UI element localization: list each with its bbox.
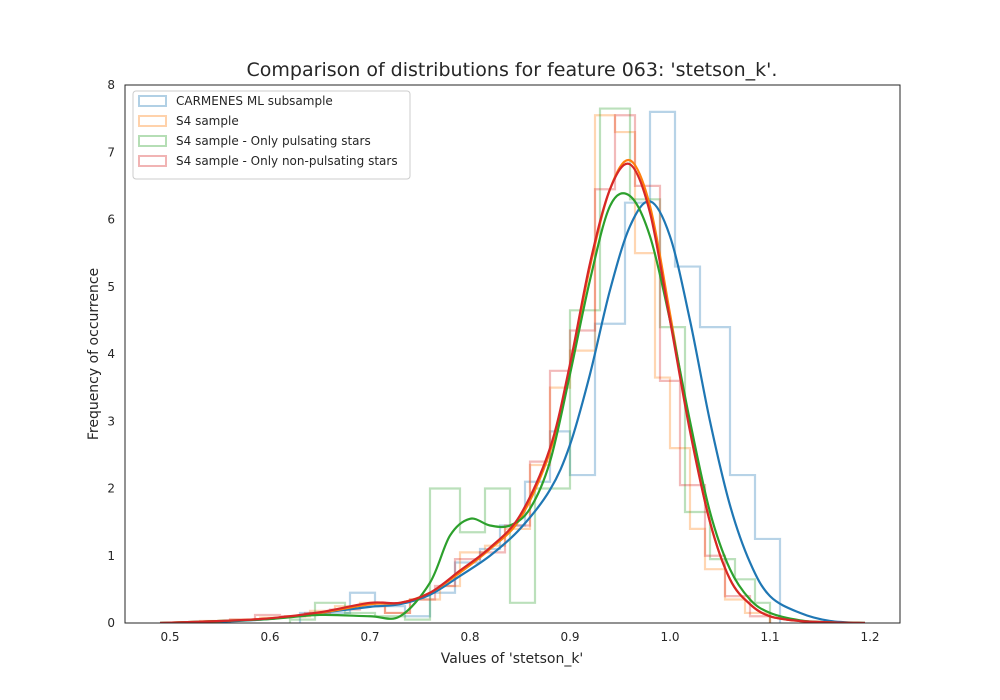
y-tick-label: 0 — [107, 616, 115, 630]
legend-swatch — [138, 135, 167, 147]
kde-curve-s4-sample-only-pulsating-stars — [159, 192, 866, 623]
y-tick: 8 — [107, 78, 115, 92]
legend-swatch — [138, 115, 167, 127]
legend-box — [132, 90, 411, 180]
kde-curve-carmenes-ml-subsample — [159, 200, 866, 623]
x-tick-label: 0.9 — [560, 630, 579, 644]
legend-item-carmenes-ml-subsample: CARMENES ML subsample — [138, 94, 333, 108]
legend-label: CARMENES ML subsample — [176, 94, 333, 108]
x-tick-label: 1.0 — [660, 630, 679, 644]
legend: CARMENES ML subsample S4 sample S4 sample … — [132, 90, 411, 180]
histogram-carmenes-ml-subsample — [298, 110, 782, 623]
y-tick-label: 7 — [107, 145, 115, 159]
y-tick: 0 — [107, 616, 115, 630]
kde-curve-s4-sample-only-non-pulsating-stars — [159, 162, 866, 623]
y-axis-label: Frequency of occurrence — [86, 268, 102, 440]
x-axis: 0.5 0.6 0.7 0.8 0.9 1.0 1.1 1.2 — [160, 630, 879, 644]
x-tick-label: 0.8 — [460, 630, 479, 644]
legend-label: S4 sample - Only non-pulsating stars — [176, 154, 398, 168]
y-tick-label: 6 — [107, 213, 115, 227]
chart-title: Comparison of distributions for feature … — [247, 59, 778, 81]
legend-label: S4 sample — [176, 114, 239, 128]
y-tick: 7 — [107, 145, 115, 159]
legend-item-s4-sample-only-pulsating-stars: S4 sample - Only pulsating stars — [138, 134, 371, 148]
x-tick-label: 0.7 — [360, 630, 379, 644]
y-tick-label: 3 — [107, 414, 115, 428]
x-tick-label: 1.2 — [860, 630, 879, 644]
y-tick-label: 5 — [107, 280, 115, 294]
legend-swatch — [138, 155, 167, 167]
y-tick-label: 8 — [107, 78, 115, 92]
y-tick: 2 — [107, 482, 115, 496]
x-tick: 0.5 — [160, 630, 179, 644]
y-tick: 6 — [107, 213, 115, 227]
y-tick-label: 2 — [107, 482, 115, 496]
x-tick: 1.1 — [760, 630, 779, 644]
legend-item-s4-sample-only-non-pulsating-stars: S4 sample - Only non-pulsating stars — [138, 154, 398, 168]
y-tick-label: 1 — [107, 549, 115, 563]
kde-curve-s4-sample — [159, 158, 866, 623]
x-tick-label: 0.5 — [160, 630, 179, 644]
legend-label: S4 sample - Only pulsating stars — [176, 134, 371, 148]
y-tick: 1 — [107, 549, 115, 563]
x-tick: 0.6 — [260, 630, 279, 644]
legend-swatch — [138, 95, 167, 107]
x-tick: 0.7 — [360, 630, 379, 644]
y-tick: 4 — [107, 347, 115, 361]
y-tick-label: 4 — [107, 347, 115, 361]
x-tick-label: 0.6 — [260, 630, 279, 644]
legend-item-s4-sample: S4 sample — [138, 114, 239, 128]
plot-frame — [124, 84, 901, 624]
x-tick: 0.9 — [560, 630, 579, 644]
y-axis: 0 1 2 3 4 5 6 7 8 — [107, 78, 115, 630]
y-tick: 5 — [107, 280, 115, 294]
y-tick: 3 — [107, 414, 115, 428]
x-tick: 1.2 — [860, 630, 879, 644]
histogram-s4-sample-only-pulsating-stars — [288, 107, 772, 623]
x-axis-label: Values of 'stetson_k' — [441, 651, 584, 667]
x-tick-label: 1.1 — [760, 630, 779, 644]
x-tick: 0.8 — [460, 630, 479, 644]
x-tick: 1.0 — [660, 630, 679, 644]
